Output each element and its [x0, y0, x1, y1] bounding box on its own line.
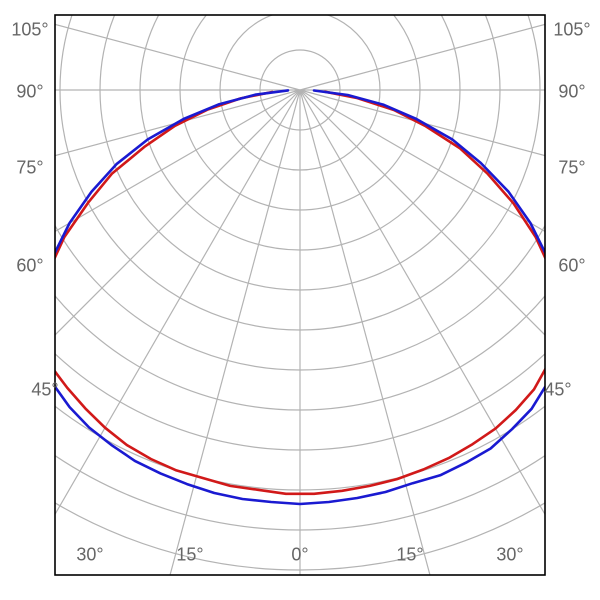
polar-chart-svg: [0, 0, 600, 600]
polar-chart: 105°90°75°60°45°30°15°0°15°30°45°60°75°9…: [0, 0, 600, 600]
